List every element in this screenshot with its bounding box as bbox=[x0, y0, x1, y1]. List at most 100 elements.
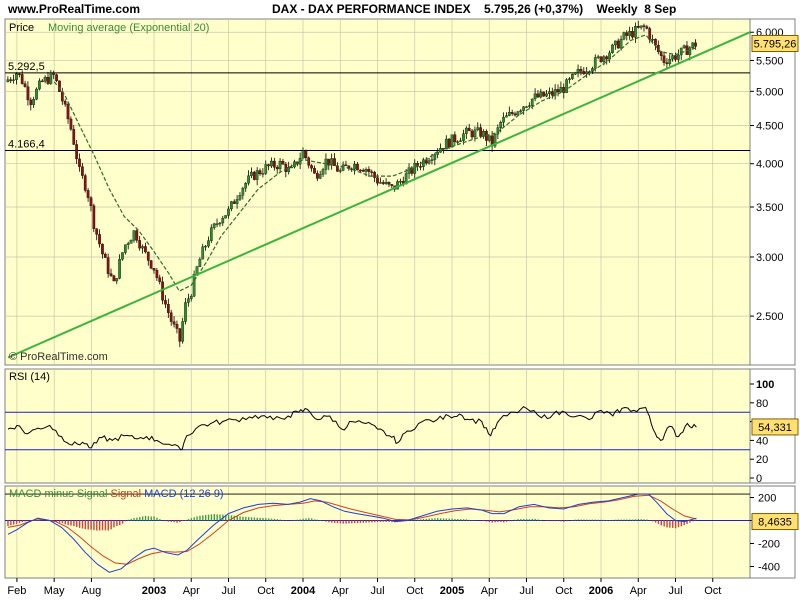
macd-last-value-tag: 8,4635 bbox=[758, 517, 792, 529]
last-price-tag: 5.795,26 bbox=[754, 38, 797, 50]
candle-down bbox=[92, 205, 96, 229]
candle-up bbox=[576, 69, 580, 73]
candle-up bbox=[270, 160, 273, 167]
candle-down bbox=[381, 182, 385, 184]
candle-up bbox=[181, 321, 185, 342]
candle-down bbox=[376, 177, 379, 184]
y-tick-label: 3.500 bbox=[756, 202, 784, 214]
candle-down bbox=[333, 158, 336, 166]
candle-up bbox=[278, 160, 282, 170]
candle-up bbox=[241, 187, 245, 196]
candle-up bbox=[224, 215, 227, 219]
candle-up bbox=[628, 31, 632, 36]
candle-down bbox=[447, 138, 451, 148]
candle-up bbox=[255, 170, 259, 180]
candle-up bbox=[559, 87, 563, 93]
candle-down bbox=[605, 56, 609, 60]
candle-up bbox=[427, 160, 431, 164]
candle-down bbox=[665, 62, 669, 64]
candle-up bbox=[215, 223, 219, 225]
chart-title: DAX - DAX PERFORMANCE INDEX 5.795,26 (+0… bbox=[272, 2, 676, 16]
candle-up bbox=[184, 302, 187, 322]
candle-up bbox=[622, 32, 626, 40]
candle-up bbox=[338, 170, 342, 172]
candle-down bbox=[86, 190, 90, 198]
candle-up bbox=[32, 99, 36, 105]
candle-down bbox=[358, 169, 362, 172]
candle-down bbox=[370, 171, 374, 173]
candle-down bbox=[361, 170, 365, 172]
candle-up bbox=[545, 93, 548, 97]
candle-up bbox=[221, 217, 225, 224]
candle-down bbox=[106, 257, 110, 274]
candle-up bbox=[244, 183, 248, 189]
candle-up bbox=[593, 57, 597, 69]
candle-down bbox=[52, 72, 56, 75]
candle-up bbox=[198, 258, 202, 267]
x-tick-label: Apr bbox=[332, 585, 349, 597]
candle-up bbox=[530, 98, 534, 106]
candle-down bbox=[315, 173, 319, 179]
candle-up bbox=[462, 133, 465, 141]
candle-up bbox=[49, 72, 53, 84]
candle-up bbox=[227, 208, 230, 216]
candle-up bbox=[568, 78, 571, 80]
candle-down bbox=[149, 260, 153, 269]
candle-down bbox=[550, 91, 554, 96]
candle-up bbox=[548, 91, 551, 94]
candle-up bbox=[250, 171, 253, 176]
candle-down bbox=[631, 31, 634, 38]
candle-down bbox=[267, 164, 270, 167]
candle-up bbox=[522, 106, 525, 111]
candle-down bbox=[648, 28, 652, 40]
candle-down bbox=[616, 40, 620, 49]
candle-up bbox=[321, 169, 325, 175]
candle-up bbox=[38, 80, 41, 90]
candle-up bbox=[413, 163, 417, 174]
candle-down bbox=[599, 56, 603, 62]
candle-up bbox=[399, 181, 402, 183]
candle-up bbox=[688, 47, 692, 55]
candle-up bbox=[433, 154, 437, 160]
candle-down bbox=[674, 55, 677, 60]
candle-up bbox=[212, 223, 216, 228]
candle-up bbox=[209, 227, 213, 241]
y-tick-label: 100 bbox=[756, 379, 774, 391]
x-tick-label: Jul bbox=[370, 585, 384, 597]
candle-down bbox=[373, 172, 376, 178]
candle-up bbox=[525, 106, 528, 108]
x-tick-label: Oct bbox=[555, 585, 572, 597]
macd-last-value-tag-box bbox=[751, 513, 799, 531]
candle-down bbox=[694, 42, 697, 47]
candle-down bbox=[281, 160, 285, 165]
site-name: www.ProRealTime.com bbox=[8, 2, 141, 16]
y-tick-label: 4.000 bbox=[756, 159, 784, 171]
candle-down bbox=[258, 170, 262, 175]
candle-up bbox=[487, 135, 491, 141]
candle-up bbox=[129, 240, 133, 244]
candle-down bbox=[410, 167, 414, 174]
candle-down bbox=[659, 51, 663, 56]
candle-up bbox=[596, 56, 600, 58]
candle-up bbox=[493, 133, 497, 147]
y-tick-label: 5.000 bbox=[756, 86, 784, 98]
candle-up bbox=[12, 79, 15, 81]
candle-up bbox=[364, 169, 368, 172]
horizontal-level-label: 5.292,5 bbox=[8, 61, 45, 73]
candle-down bbox=[536, 93, 540, 98]
candle-down bbox=[175, 324, 179, 329]
horizontal-level-label: 4.166,4 bbox=[8, 138, 45, 150]
candle-up bbox=[651, 39, 654, 41]
candle-down bbox=[152, 268, 156, 271]
y-tick-label: 4.500 bbox=[756, 121, 784, 133]
candle-down bbox=[29, 99, 33, 105]
candle-up bbox=[15, 73, 18, 80]
candle-down bbox=[304, 150, 308, 159]
candle-down bbox=[172, 321, 176, 325]
candle-up bbox=[533, 93, 537, 100]
period-label: Weekly 8 Sep bbox=[596, 2, 677, 16]
candle-up bbox=[207, 240, 210, 247]
candle-down bbox=[344, 164, 348, 167]
candle-down bbox=[144, 246, 147, 253]
last-price-change: 5.795,26 (+0,37%) bbox=[484, 2, 584, 16]
